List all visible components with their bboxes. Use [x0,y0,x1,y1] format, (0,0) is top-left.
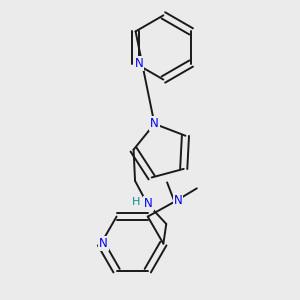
Text: N: N [135,57,143,70]
Text: N: N [150,117,159,130]
Text: N: N [174,194,182,207]
Text: N: N [99,237,108,250]
Text: N: N [144,196,153,210]
Text: H: H [131,197,140,207]
